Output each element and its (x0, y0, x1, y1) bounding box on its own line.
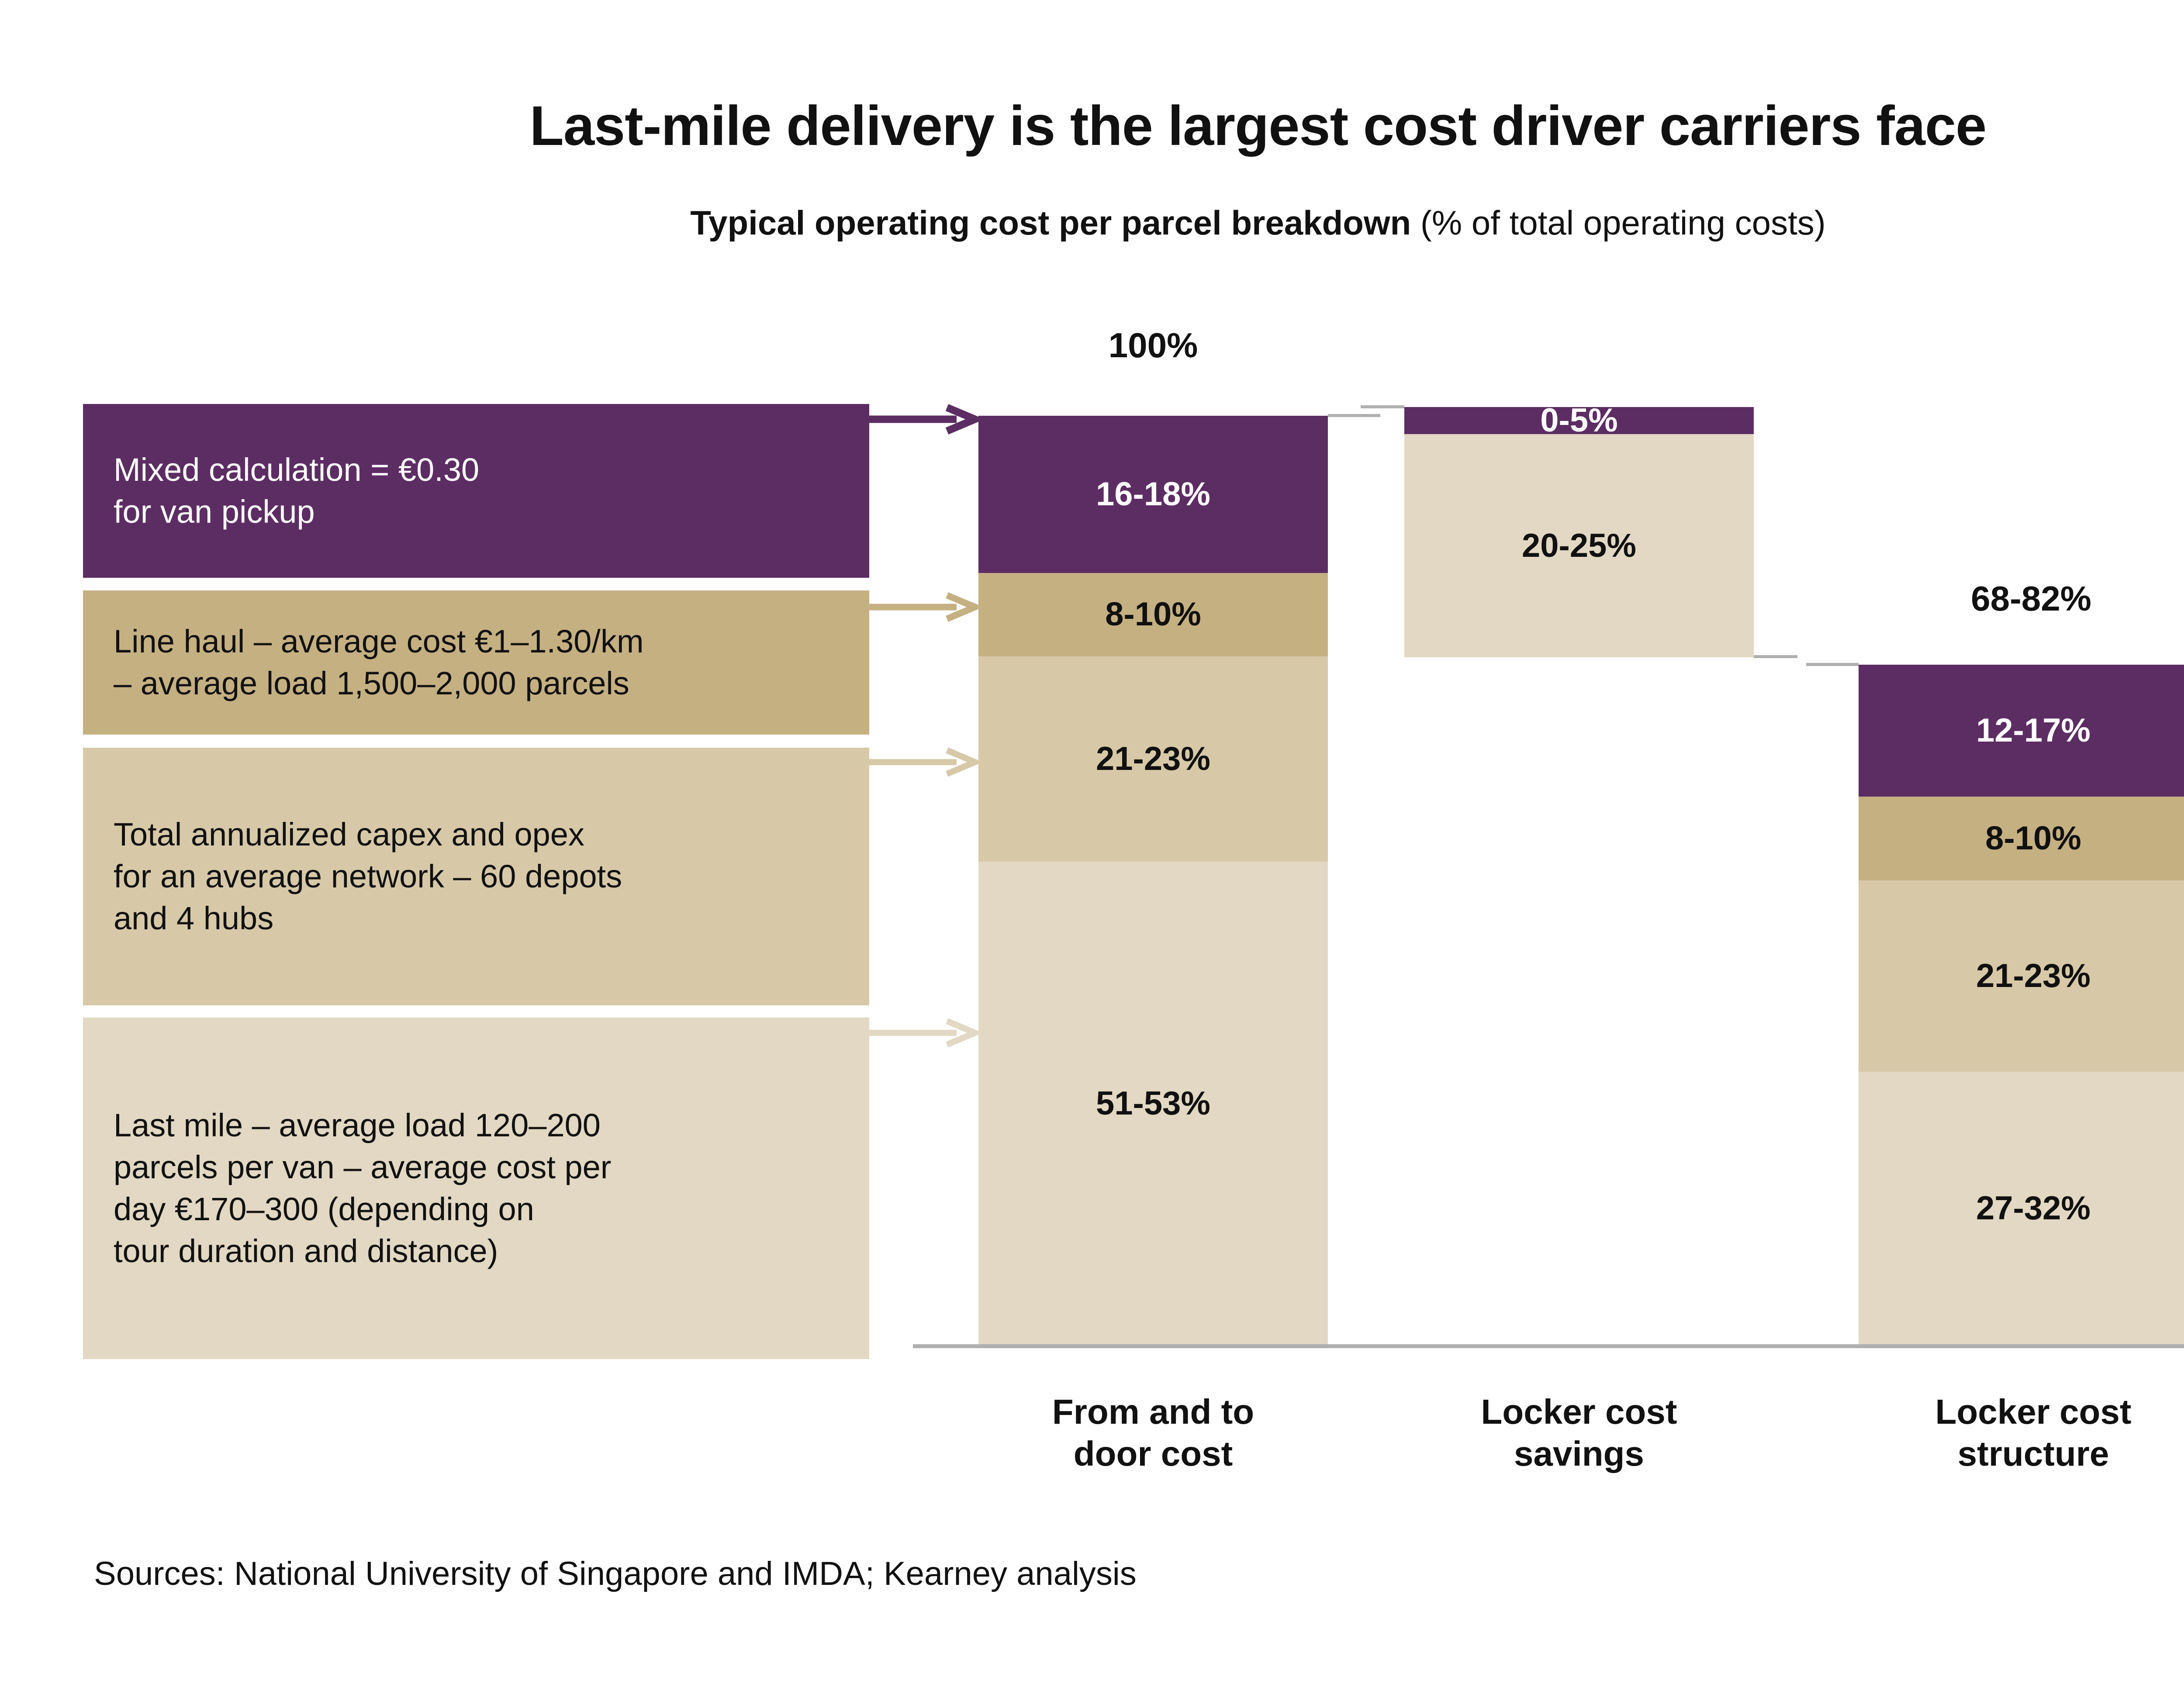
callout-line: tour duration and distance) (114, 1233, 498, 1270)
callout-line: Last mile – average load 120–200 (114, 1107, 601, 1143)
subtitle-light: (% of total operating costs) (1411, 204, 1826, 242)
first-mile-arrow-icon (869, 404, 978, 435)
callout-line: parcels per van – average cost per (114, 1149, 612, 1185)
category-line: structure (1957, 1434, 2109, 1473)
bar3-segment-first-mile: 12-17% (1859, 665, 2184, 797)
bar-locker-cost-savings: 0-5% 20-25% (1404, 404, 1754, 657)
sorting-arrow-icon (869, 747, 978, 777)
bar1-category-label: From and to door cost (978, 1391, 1328, 1475)
bar1-total-label: 100% (1108, 326, 1198, 365)
callout-line: day €170–300 (depending on (114, 1191, 534, 1227)
bar1-segment-last-mile: 51-53% (978, 862, 1328, 1345)
last-mile-arrow-icon (869, 1018, 978, 1048)
category-line: From and to (1052, 1392, 1254, 1431)
category-line: Locker cost (1481, 1392, 1677, 1431)
bar2-segment-first-mile: 0-5% (1404, 404, 1754, 437)
page-subtitle: Typical operating cost per parcel breakd… (0, 203, 2184, 243)
bar1-segment-sorting: 21-23% (978, 656, 1328, 862)
callout-line: for an average network – 60 depots (114, 858, 622, 894)
chart-baseline (913, 1344, 2184, 1348)
sources-note: Sources: National University of Singapor… (94, 1555, 1137, 1592)
callout-line: Total annualized capex and opex (114, 816, 584, 852)
bar3-segment-line-haul: 8-10% (1859, 797, 2184, 880)
bar1-top-connector (1328, 414, 1380, 417)
bar3-segment-sorting: 21-23% (1859, 880, 2184, 1072)
line-haul-callout: Line haul – average cost €1–1.30/km – av… (83, 590, 869, 735)
subtitle-strong: Typical operating cost per parcel breakd… (690, 204, 1411, 242)
bar3-category-label: Locker cost structure (1859, 1391, 2184, 1475)
bar-locker-cost-structure: 12-17% 8-10% 21-23% 27-32% (1859, 665, 2184, 1345)
callout-line: Mixed calculation = €0.30 (114, 451, 480, 488)
line-haul-arrow-icon (869, 592, 978, 622)
callout-line: – average load 1,500–2,000 parcels (114, 665, 629, 701)
callout-line: for van pickup (114, 493, 315, 530)
bar3-segment-last-mile: 27-32% (1859, 1071, 2184, 1345)
category-line: door cost (1073, 1434, 1233, 1473)
bar3-total-label: 68-82% (1971, 579, 2091, 618)
page-title: Last-mile delivery is the largest cost d… (529, 95, 1987, 157)
bar1-segment-first-mile: 16-18% (978, 416, 1328, 573)
category-line: Locker cost (1935, 1392, 2132, 1431)
bar2-category-label: Locker cost savings (1404, 1391, 1754, 1475)
first-mile-callout: Mixed calculation = €0.30 for van pickup (83, 404, 869, 578)
bar3-top-connector (1806, 663, 1859, 666)
callout-line: Line haul – average cost €1–1.30/km (114, 623, 644, 659)
sorting-callout: Total annualized capex and opex for an a… (83, 748, 869, 1005)
callout-line: and 4 hubs (114, 900, 274, 937)
bar2-bottom-connector (1754, 655, 1797, 658)
category-line: savings (1514, 1434, 1644, 1473)
bar-from-and-to-door-cost: 16-18% 8-10% 21-23% 51-53% (978, 416, 1328, 1345)
last-mile-callout: Last mile – average load 120–200 parcels… (83, 1018, 869, 1359)
bar2-segment-last-mile: 20-25% (1404, 434, 1754, 657)
bar1-segment-line-haul: 8-10% (978, 573, 1328, 657)
bar2-top-connector (1361, 405, 1404, 408)
